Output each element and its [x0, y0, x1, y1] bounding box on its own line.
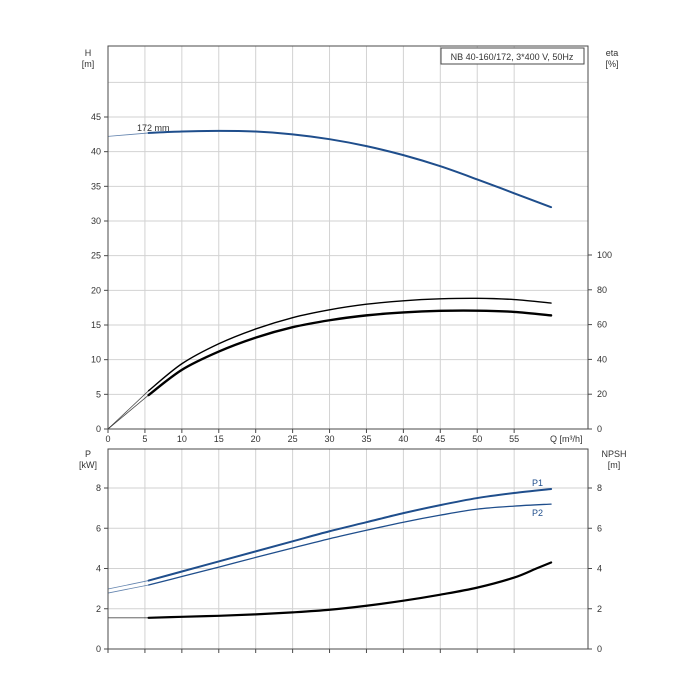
x-axis-label: Q [m³/h]	[550, 434, 583, 444]
top-x-tick-label: 55	[509, 434, 519, 444]
bottom-plot-ticks: 0 2 4 6 8 0 2 4 6 8	[96, 483, 602, 654]
top-x-tick-label: 25	[288, 434, 298, 444]
title-box-text: NB 40-160/172, 3*400 V, 50Hz	[451, 52, 574, 62]
top-left-tick-label: 0	[96, 424, 101, 434]
bottom-right-tick-label: 6	[597, 523, 602, 533]
top-x-tick-label: 45	[435, 434, 445, 444]
top-plot-ticks: 0 5 10 15 20 25 30 35 40 45 0 20 40 60 80 100 0 5 10 15 20 25…	[91, 112, 612, 444]
top-x-tick-label: 10	[177, 434, 187, 444]
top-series-2-extension	[107, 394, 149, 430]
top-x-tick-label: 30	[325, 434, 335, 444]
top-x-tick-label: 50	[472, 434, 482, 444]
bottom-left-tick-label: 2	[96, 604, 101, 614]
bottom-left-tick-label: 8	[96, 483, 101, 493]
bottom-right-axis-label-1: NPSH	[601, 449, 626, 459]
bottom-plot-frame	[107, 448, 589, 650]
top-left-tick-label: 20	[91, 285, 101, 295]
top-left-tick-label: 5	[96, 389, 101, 399]
bottom-left-axis-label-1: P	[85, 449, 91, 459]
bottom-right-tick-label: 0	[597, 644, 602, 654]
bottom-left-axis-label-2: [kW]	[79, 460, 97, 470]
top-x-tick-label: 35	[361, 434, 371, 444]
top-right-tick-label: 60	[597, 320, 607, 330]
top-left-axis-label-1: H	[85, 48, 92, 58]
top-series-1-line	[147, 297, 552, 392]
top-right-tick-label: 80	[597, 285, 607, 295]
top-left-tick-label: 15	[91, 320, 101, 330]
top-x-tick-label: 40	[398, 434, 408, 444]
top-right-axis-label-1: eta	[606, 48, 619, 58]
bottom-series-2-line	[147, 561, 553, 619]
title-box	[440, 47, 585, 65]
top-left-tick-label: 25	[91, 251, 101, 261]
top-series-0-line	[147, 129, 553, 209]
top-plot-frame	[107, 45, 589, 430]
bottom-right-tick-label: 2	[597, 604, 602, 614]
top-x-tick-label: 5	[142, 434, 147, 444]
top-plot-series	[107, 129, 553, 430]
bottom-series-0-extension	[107, 580, 149, 590]
top-left-tick-label: 30	[91, 216, 101, 226]
top-right-tick-label: 40	[597, 354, 607, 364]
bottom-left-tick-label: 6	[96, 523, 101, 533]
top-right-tick-label: 0	[597, 424, 602, 434]
bottom-plot-grid	[108, 449, 588, 649]
bottom-right-axis-label-2: [m]	[608, 460, 621, 470]
top-right-tick-label: 20	[597, 389, 607, 399]
top-left-tick-label: 35	[91, 181, 101, 191]
top-series-2-line	[147, 309, 553, 397]
bottom-left-tick-label: 4	[96, 564, 101, 574]
p1-series-label: P1	[532, 478, 543, 488]
bottom-left-tick-label: 0	[96, 644, 101, 654]
top-left-axis-label-2: [m]	[82, 59, 95, 69]
bottom-right-tick-label: 8	[597, 483, 602, 493]
bottom-plot-series	[107, 488, 553, 619]
top-x-tick-label: 0	[105, 434, 110, 444]
impeller-curve-label: 172 mm	[137, 123, 170, 133]
bottom-right-tick-label: 4	[597, 564, 602, 574]
top-right-axis-label-2: [%]	[605, 59, 618, 69]
top-right-tick-label: 100	[597, 250, 612, 260]
top-plot-grid	[108, 46, 588, 429]
top-left-tick-label: 40	[91, 147, 101, 157]
top-x-tick-label: 20	[251, 434, 261, 444]
bottom-series-1-line	[147, 503, 552, 586]
p2-series-label: P2	[532, 508, 543, 518]
top-left-tick-label: 10	[91, 355, 101, 365]
top-x-tick-label: 15	[214, 434, 224, 444]
top-series-1-extension	[107, 390, 149, 430]
bottom-series-0-line	[147, 488, 553, 582]
bottom-series-1-extension	[107, 584, 149, 594]
top-left-tick-label: 45	[91, 112, 101, 122]
top-series-0-extension	[107, 132, 149, 137]
